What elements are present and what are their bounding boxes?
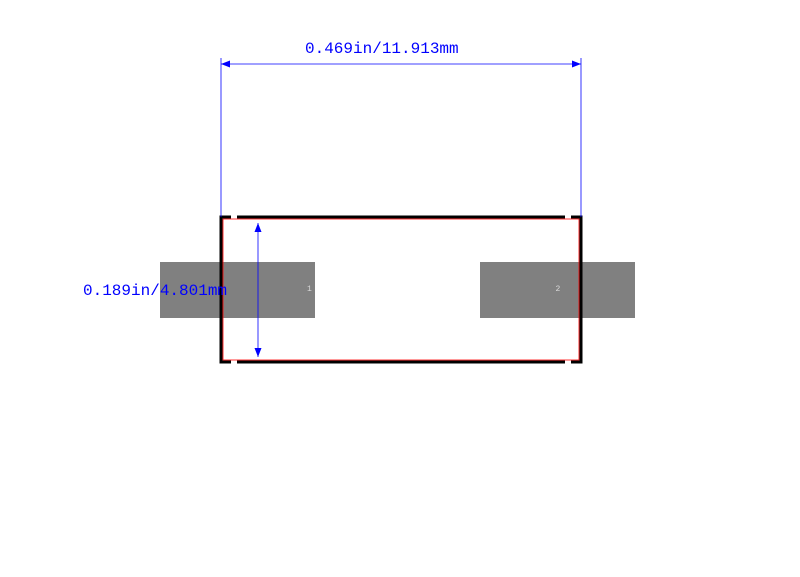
dimension-arrowhead <box>572 61 581 68</box>
height-dimension-label: 0.189in/4.801mm <box>83 282 227 300</box>
width-dimension-label: 0.469in/11.913mm <box>305 40 459 58</box>
dimension-arrowhead <box>255 348 262 357</box>
pad-1-label: 1 <box>307 285 312 294</box>
dimension-arrowhead <box>221 61 230 68</box>
dimension-arrowhead <box>255 223 262 232</box>
drawing-canvas: 0.469in/11.913mm 0.189in/4.801mm 1 2 <box>0 0 800 577</box>
pad-2-label: 2 <box>556 285 561 294</box>
